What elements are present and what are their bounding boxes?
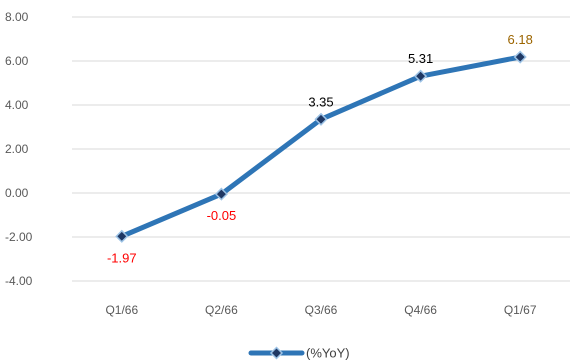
x-tick-label: Q3/66 <box>305 303 338 317</box>
data-label: 6.18 <box>508 32 533 47</box>
y-tick-label: 8.00 <box>5 10 29 24</box>
data-label: 3.35 <box>308 94 333 109</box>
series-line <box>119 54 523 239</box>
data-point <box>513 50 527 64</box>
y-tick-label: 6.00 <box>5 54 29 68</box>
y-axis: 8.00 6.00 4.00 2.00 0.00 -2.00 -4.00 <box>5 10 33 288</box>
series-yoy <box>115 50 527 243</box>
legend: (%YoY) <box>248 346 350 361</box>
y-tick-label: -4.00 <box>5 274 33 288</box>
data-label: 5.31 <box>408 51 433 66</box>
legend-marker <box>269 346 284 360</box>
x-tick-label: Q1/67 <box>504 303 537 317</box>
data-point <box>214 187 228 201</box>
data-label: -1.97 <box>107 250 137 265</box>
gridlines <box>72 16 570 282</box>
data-point <box>314 112 328 126</box>
data-point <box>115 229 129 243</box>
y-tick-label: -2.00 <box>5 230 33 244</box>
data-labels: -1.97 -0.05 3.35 5.31 6.18 <box>107 32 533 265</box>
y-tick-label: 4.00 <box>5 98 29 112</box>
data-point <box>414 69 428 83</box>
y-tick-label: 0.00 <box>5 186 29 200</box>
y-tick-label: 2.00 <box>5 142 29 156</box>
x-tick-label: Q1/66 <box>105 303 138 317</box>
data-label: -0.05 <box>207 208 237 223</box>
legend-label: (%YoY) <box>306 346 350 361</box>
x-axis: Q1/66 Q2/66 Q3/66 Q4/66 Q1/67 <box>105 303 536 317</box>
x-tick-label: Q2/66 <box>205 303 238 317</box>
x-tick-label: Q4/66 <box>404 303 437 317</box>
